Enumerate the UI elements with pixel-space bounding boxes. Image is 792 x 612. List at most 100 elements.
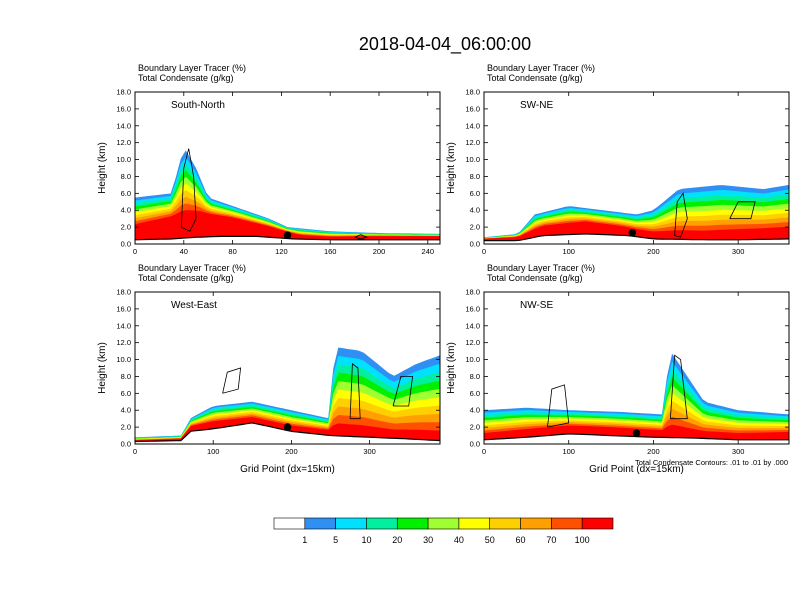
plot-area [484,92,789,244]
panel-label-tracer: Boundary Layer Tracer (%) [487,263,595,273]
y-tick-label: 0.0 [121,240,131,249]
condensate-contour [547,384,570,428]
panel-label-condensate: Total Condensate (g/kg) [487,73,583,83]
x-tick-label: 200 [285,447,298,456]
y-tick-label: 4.0 [470,406,480,415]
y-tick-label: 8.0 [470,372,480,381]
y-tick-label: 8.0 [121,372,131,381]
colorbar-label: 50 [485,535,495,545]
plot-area [135,292,440,444]
colorbar-swatch [551,517,583,530]
x-tick-label: 0 [482,247,486,256]
y-tick-label: 8.0 [470,172,480,181]
x-tick-label: 100 [207,447,220,456]
y-axis-label: Height (km) [446,142,457,194]
y-tick-label: 12.0 [116,138,131,147]
y-tick-label: 4.0 [121,206,131,215]
x-tick-label: 0 [133,447,137,456]
panel-label-tracer: Boundary Layer Tracer (%) [138,263,246,273]
colorbar-swatch [396,517,429,530]
panel-name: SW-NE [520,100,553,111]
plot-frame [483,291,790,445]
colorbar-label: 10 [361,535,371,545]
x-tick-label: 100 [562,247,575,256]
panel-label-tracer: Boundary Layer Tracer (%) [487,63,595,73]
terrain-fill [135,236,440,244]
y-tick-label: 6.0 [470,189,480,198]
condensate-contour [222,367,242,394]
panel-label-condensate: Total Condensate (g/kg) [138,73,234,83]
location-marker [632,429,641,437]
y-tick-label: 6.0 [121,189,131,198]
x-tick-label: 200 [373,247,386,256]
y-tick-label: 2.0 [121,423,131,432]
y-tick-label: 4.0 [470,206,480,215]
y-tick-label: 12.0 [465,138,480,147]
terrain-fill [484,233,789,244]
tracer-band-100 [484,221,789,241]
y-tick-label: 0.0 [121,440,131,449]
y-tick-label: 18.0 [116,88,131,97]
x-axis-label: Grid Point (dx=15km) [589,464,684,475]
figure-title: 2018-04-04_06:00:00 [359,34,531,55]
terrain-fill [135,422,440,444]
y-axis-label: Height (km) [97,142,108,194]
y-tick-label: 16.0 [116,304,131,313]
y-tick-label: 2.0 [470,423,480,432]
x-tick-label: 160 [324,247,337,256]
y-tick-label: 16.0 [116,104,131,113]
x-tick-label: 0 [133,247,137,256]
colorbar-label: 5 [333,535,338,545]
x-tick-label: 300 [363,447,376,456]
colorbar-label: 70 [546,535,556,545]
y-axis-label: Height (km) [446,342,457,394]
y-tick-label: 6.0 [121,389,131,398]
colorbar-swatch [427,517,460,530]
panel-label-tracer: Boundary Layer Tracer (%) [138,63,246,73]
plot-area [135,92,440,244]
colorbar-label: 100 [575,535,590,545]
colorbar-label: 40 [454,535,464,545]
terrain-line [484,233,789,242]
panel-label-condensate: Total Condensate (g/kg) [487,273,583,283]
panel-sw-ne: 0.0 2.0 4.0 6.0 8.0 10.0 12.0 14.0 16.0 18.0 0 100 2… [446,63,790,256]
panel-name: NW-SE [520,300,553,311]
y-tick-label: 2.0 [470,223,480,232]
y-tick-label: 10.0 [465,155,480,164]
x-tick-label: 100 [562,447,575,456]
condensate-contour [349,363,361,420]
y-tick-label: 12.0 [465,338,480,347]
y-tick-label: 16.0 [465,104,480,113]
x-tick-label: 80 [228,247,236,256]
x-tick-label: 240 [422,247,435,256]
y-tick-label: 10.0 [465,355,480,364]
colorbar-swatch [366,517,398,530]
x-tick-label: 200 [647,447,660,456]
y-tick-label: 18.0 [465,88,480,97]
panel-name: South-North [171,100,225,111]
plot-frame [483,91,790,245]
panel-label-condensate: Total Condensate (g/kg) [138,273,234,283]
condensate-contour [674,192,688,238]
y-tick-label: 10.0 [116,155,131,164]
tracer-band-100 [135,210,440,240]
y-axis-label: Height (km) [97,342,108,394]
y-tick-label: 14.0 [116,321,131,330]
y-tick-label: 2.0 [121,223,131,232]
y-tick-label: 14.0 [116,121,131,130]
x-tick-label: 0 [482,447,486,456]
y-tick-label: 16.0 [465,304,480,313]
condensate-contour [181,148,197,232]
y-tick-label: 14.0 [465,121,480,130]
location-marker [283,423,292,431]
colorbar-label: 20 [392,535,402,545]
terrain-fill [484,433,789,444]
condensate-contour [729,201,756,220]
x-tick-label: 300 [732,247,745,256]
plot-frame [134,91,441,245]
x-tick-label: 120 [275,247,288,256]
colorbar-swatch [458,517,491,530]
condensate-contour [354,234,369,240]
colorbar-label: 60 [516,535,526,545]
